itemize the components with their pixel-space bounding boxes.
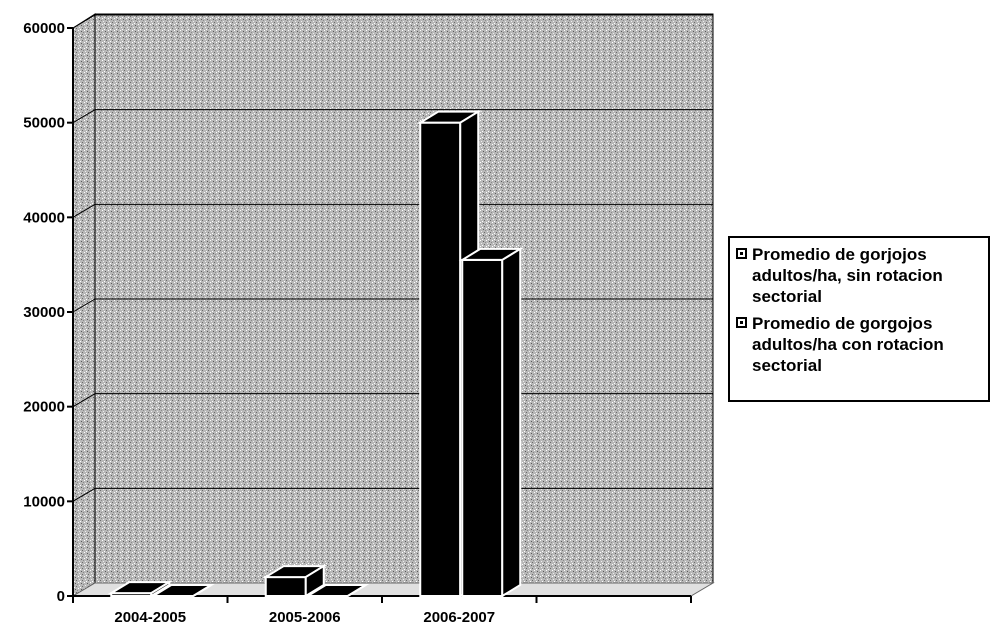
y-tick-label: 30000 [23, 304, 65, 321]
gridline-side [72, 487, 96, 502]
y-tick-label: 50000 [23, 115, 65, 132]
bar-1-2005-2006 [262, 564, 328, 598]
x-tick-label: 2005-2006 [269, 609, 341, 625]
legend-item-series-1: Promedio de gorjojos adultos/ha, sin rot… [736, 244, 984, 307]
legend: Promedio de gorjojos adultos/ha, sin rot… [728, 236, 990, 402]
legend-marker-icon [736, 248, 747, 259]
gridlines [72, 14, 713, 502]
legend-item-series-2: Promedio de gorgojos adultos/ha con rota… [736, 313, 984, 376]
y-tick-labels: 0 10000 20000 30000 40000 50000 60000 [23, 20, 65, 605]
gridline-side [72, 393, 96, 408]
x-tick-label: 2006-2007 [423, 609, 495, 625]
gridline-side [72, 203, 96, 218]
legend-marker-icon [736, 317, 747, 328]
y-tick-label: 60000 [23, 20, 65, 37]
bars [107, 109, 524, 598]
gridline-side [72, 109, 96, 124]
bar-2-2005-2006 [304, 584, 370, 597]
bar-1-2004-2005 [107, 580, 173, 598]
y-tick-label: 0 [57, 588, 65, 605]
y-tick-label: 10000 [23, 493, 65, 510]
legend-label: Promedio de gorjojos adultos/ha, sin rot… [752, 245, 943, 306]
y-tick-label: 20000 [23, 399, 65, 416]
gridline-side [72, 14, 96, 29]
legend-label: Promedio de gorgojos adultos/ha con rota… [752, 314, 944, 375]
bar-2-2004-2005 [149, 584, 215, 597]
gridline-side [72, 298, 96, 313]
x-tick-label: 2004-2005 [114, 609, 186, 625]
bar-2-2006-2007 [458, 247, 524, 598]
y-tick-label: 40000 [23, 209, 65, 226]
x-tick-labels: 2004-2005 2005-2006 2006-2007 [114, 609, 495, 625]
